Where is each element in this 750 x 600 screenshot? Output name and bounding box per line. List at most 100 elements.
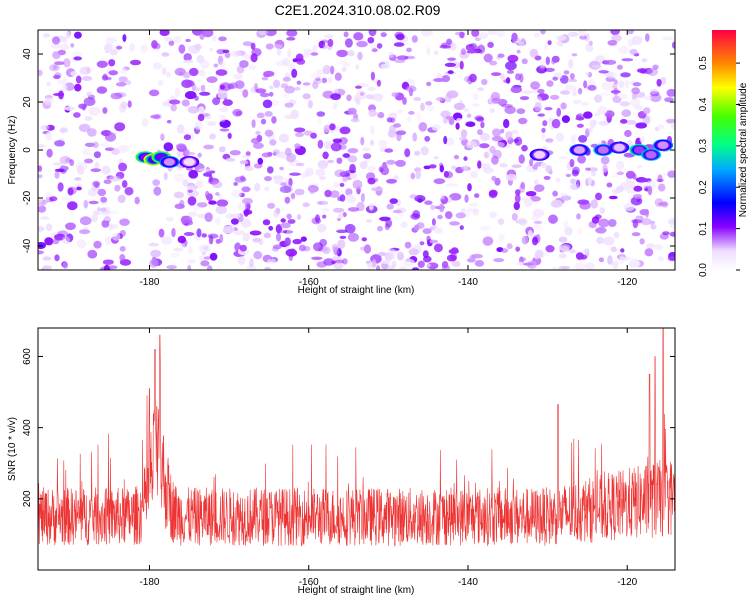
speckle-cell [621, 58, 634, 62]
speckle-cell [551, 55, 560, 63]
speckle-cell [410, 172, 416, 180]
speckle-cell [97, 188, 107, 197]
speckle-cell [333, 182, 340, 188]
speckle-cell [318, 40, 326, 49]
spectrogram-panel: -180 -160 -140 -120 -40 -20 0 20 40 Height of s… [7, 29, 676, 296]
speckle-cell [593, 112, 600, 117]
speckle-cell [280, 229, 285, 234]
speckle-cell [639, 209, 649, 216]
speckle-cell [650, 224, 657, 230]
speckle-cell [338, 137, 348, 145]
speckle-cell [600, 156, 610, 165]
speckle-cell [249, 258, 254, 268]
speckle-cell [103, 216, 111, 221]
speckle-cell [650, 88, 658, 95]
speckle-cell [307, 99, 313, 109]
speckle-cell [540, 30, 546, 35]
speckle-cell [599, 207, 606, 215]
speckle-cell [104, 43, 113, 53]
speckle-cell [568, 59, 574, 69]
speckle-cell [460, 129, 468, 139]
speckle-cell [500, 73, 506, 80]
speckle-cell [555, 132, 565, 142]
speckle-cell [632, 218, 639, 229]
speckle-cell [572, 89, 578, 97]
speckle-cell [96, 86, 108, 94]
speckle-cell [293, 127, 306, 133]
speckle-cell [619, 256, 631, 261]
speckle-cell [94, 161, 100, 169]
speckle-cell [168, 99, 181, 105]
snr-panel: -180 -160 -140 -120 200 400 600 Height of str… [7, 327, 676, 596]
speckle-cell [317, 139, 324, 149]
speckle-cell [418, 122, 428, 132]
speckle-cell [205, 190, 210, 199]
speckle-cell [429, 164, 437, 169]
speckle-cell [363, 244, 372, 254]
speckle-cell [168, 40, 175, 46]
speckle-cell [368, 30, 377, 37]
speckle-cell [290, 109, 299, 120]
colorbar-ticks: 0.0 0.1 0.2 0.3 0.4 0.5 [698, 56, 740, 277]
speckle-cell [273, 208, 280, 218]
speckle-cell [347, 232, 359, 242]
speckle-cell [619, 182, 630, 190]
speckle-cell [439, 45, 452, 49]
spectrogram-y-ticks: -40 -20 0 20 40 [22, 48, 675, 253]
y-tick-label: 0 [22, 147, 33, 153]
speckle-cell [594, 214, 602, 220]
speckle-cell [447, 57, 456, 61]
speckle-cell [669, 231, 675, 237]
speckle-cell [76, 239, 87, 249]
speckle-cell [534, 184, 545, 192]
speckle-cell [391, 92, 399, 97]
speckle-cell [529, 158, 534, 167]
speckle-cell [414, 224, 420, 231]
speckle-cell [645, 33, 650, 42]
hotspot [613, 143, 625, 152]
speckle-cell [507, 54, 519, 63]
speckle-cell [79, 216, 92, 226]
speckle-cell [661, 201, 669, 208]
speckle-cell [670, 122, 675, 130]
speckle-cell [170, 103, 177, 112]
speckle-cell [463, 156, 468, 161]
speckle-cell [360, 246, 365, 251]
speckle-cell [412, 210, 421, 218]
speckle-cell [446, 183, 458, 187]
speckle-cell [534, 223, 542, 232]
speckle-cell [153, 186, 162, 196]
speckle-cell [551, 118, 561, 129]
speckle-cell [163, 37, 173, 42]
speckle-cell [587, 167, 598, 172]
speckle-cell [611, 172, 619, 179]
speckle-cell [109, 175, 121, 182]
speckle-cell [218, 36, 227, 42]
speckle-cell [459, 60, 464, 70]
speckle-cell [532, 164, 538, 170]
speckle-cell [265, 43, 274, 50]
speckle-cell [229, 150, 241, 156]
speckle-cell [57, 182, 64, 192]
speckle-cell [662, 36, 674, 41]
speckle-cell [632, 82, 642, 87]
speckle-cell [463, 164, 468, 172]
speckle-cell [409, 194, 418, 199]
speckle-cell [298, 244, 306, 252]
speckle-cell [440, 193, 445, 200]
speckle-cell [647, 68, 658, 77]
speckle-cell [640, 218, 652, 226]
hotspot [573, 146, 585, 154]
speckle-cell [65, 222, 76, 231]
speckle-cell [54, 168, 66, 172]
speckle-cell [316, 261, 328, 268]
speckle-cell [237, 202, 247, 212]
speckle-cell [332, 207, 345, 213]
speckle-cell [540, 133, 546, 141]
speckle-cell [267, 151, 273, 157]
speckle-cell [589, 119, 596, 129]
speckle-cell [273, 79, 281, 89]
speckle-cell [286, 213, 292, 220]
speckle-cell [668, 217, 675, 225]
speckle-cell [45, 223, 53, 232]
